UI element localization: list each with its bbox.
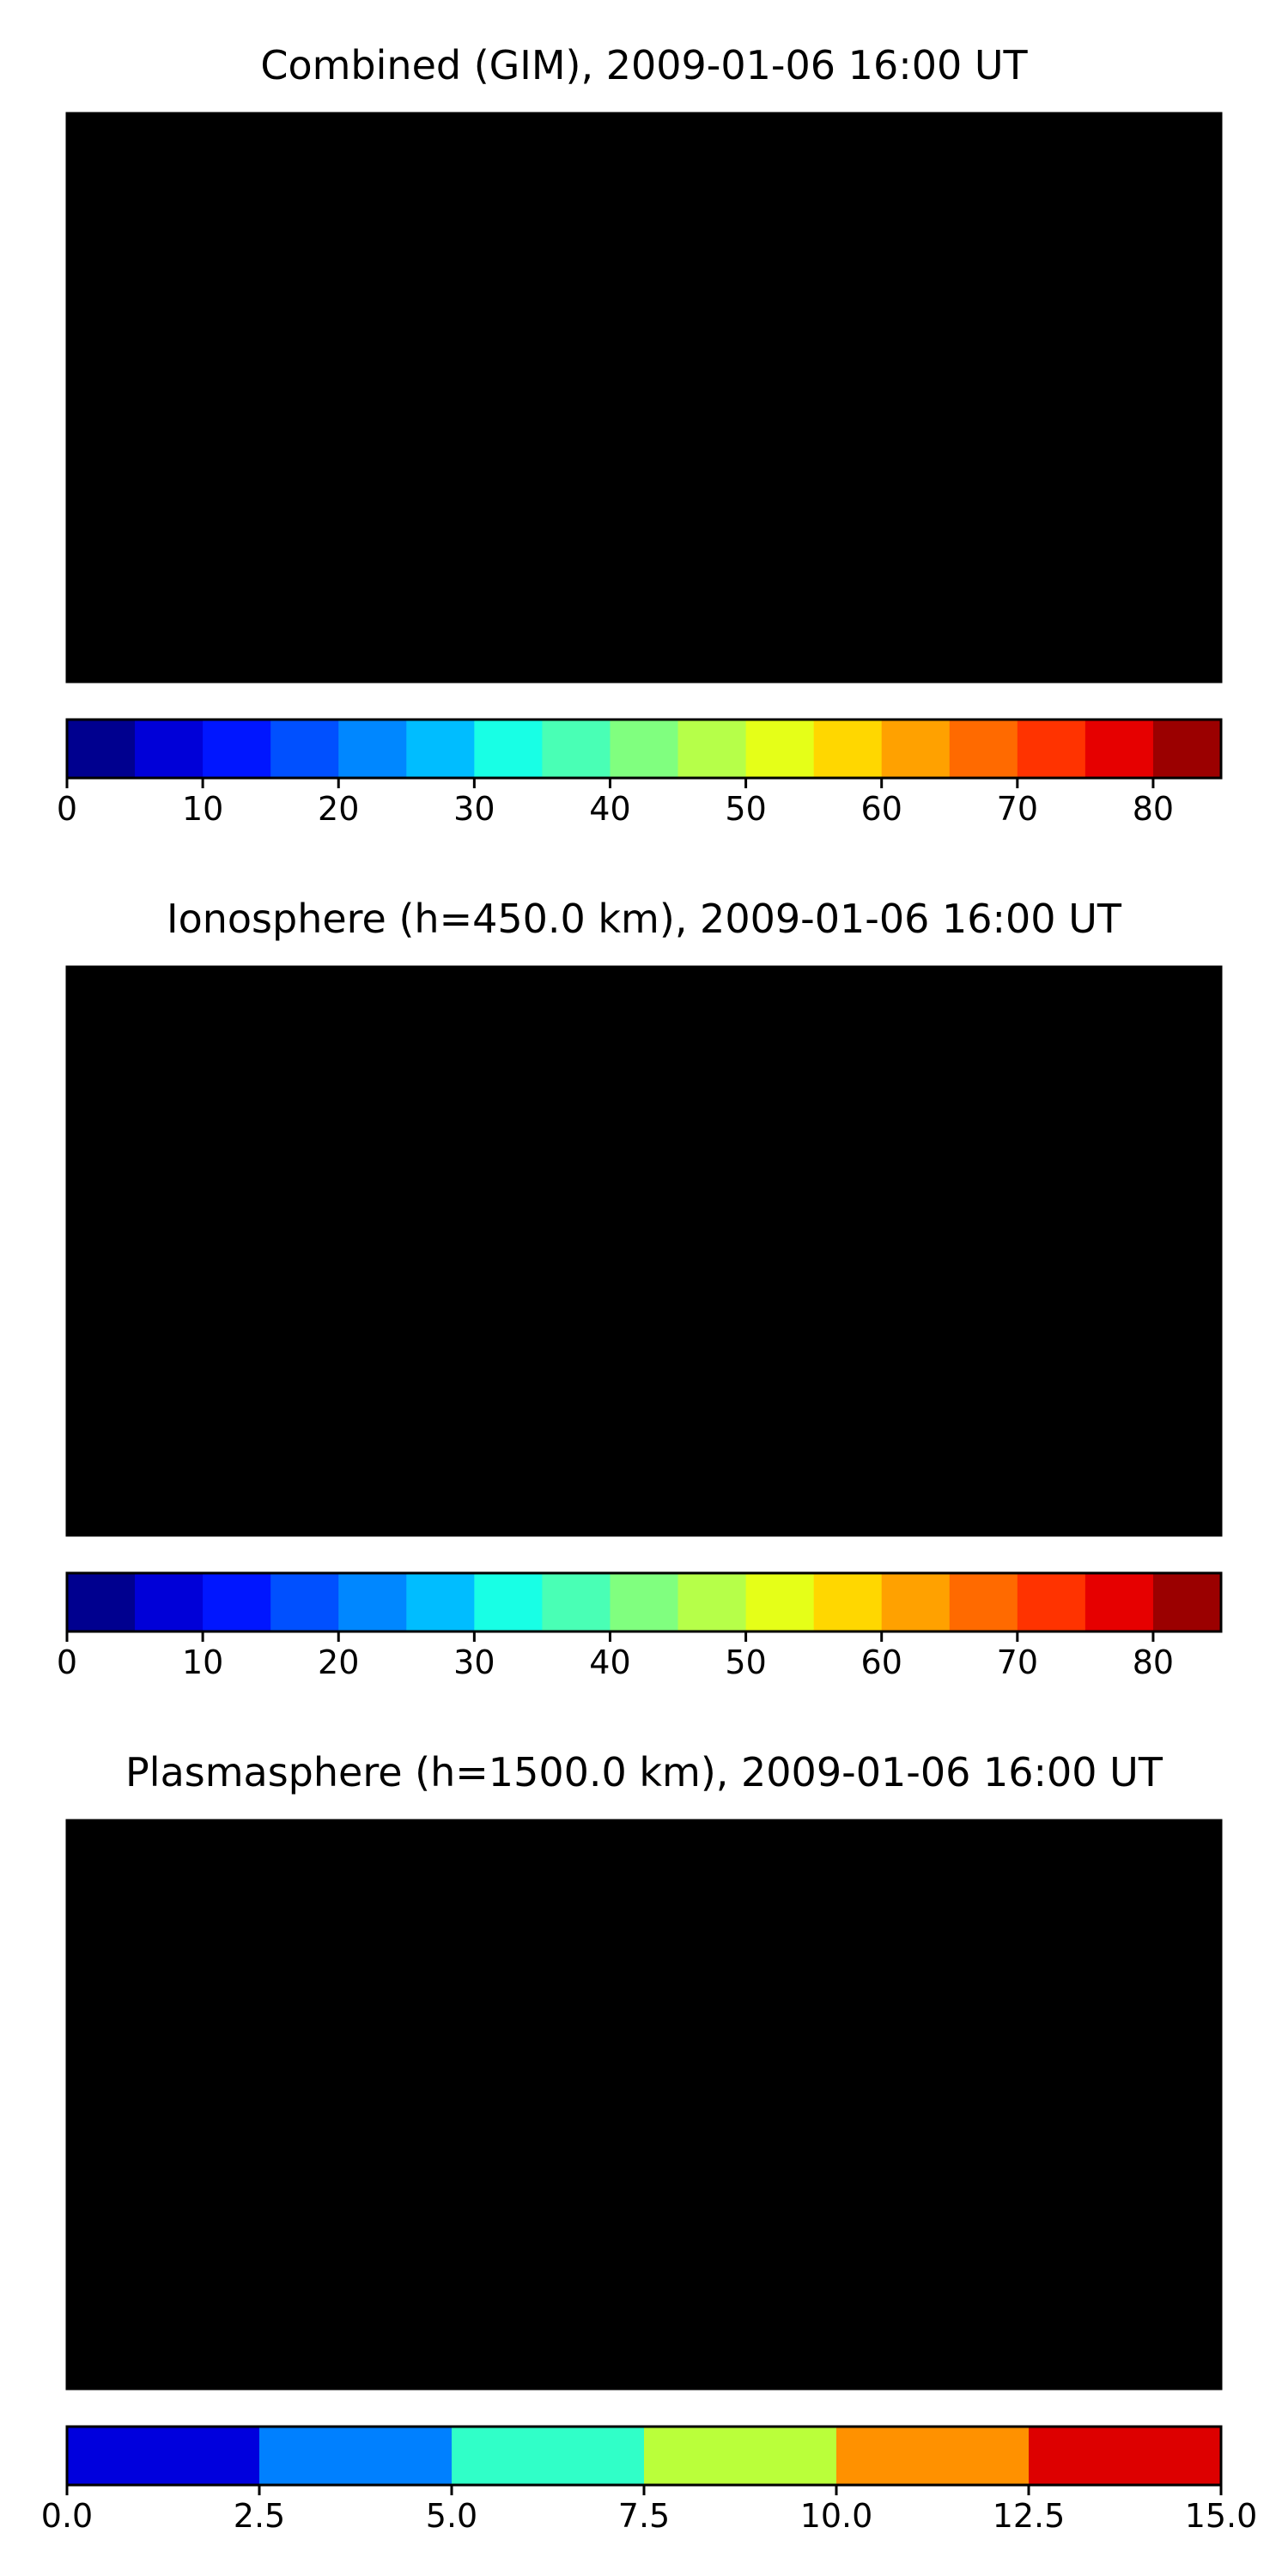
colorbar-swatch: [67, 720, 136, 778]
colorbar-tick-label: 12.5: [993, 2497, 1066, 2535]
colorbar-tick-label: 70: [997, 1643, 1038, 1681]
coastlines-1: [67, 142, 1221, 665]
colorbar-frame: [65, 718, 1223, 780]
colorbar-swatch: [949, 720, 1018, 778]
colorbar-tick-label: 10: [182, 1643, 223, 1681]
colorbar-swatch: [610, 1573, 679, 1631]
colorbar-1: 0 10 20 30 40 50 60 70 80: [57, 718, 1223, 828]
map-frame-1: [65, 112, 1223, 683]
colorbar-swatch: [270, 720, 339, 778]
colorbar-swatch: [677, 1573, 747, 1631]
colorbar-swatch: [542, 1573, 611, 1631]
colorbar-swatch: [1084, 1573, 1154, 1631]
colorbar-swatch: [203, 1573, 271, 1631]
colorbar-tick-label: 60: [861, 1643, 902, 1681]
colorbar-swatch: [813, 1573, 883, 1631]
colorbar-swatch: [270, 1573, 339, 1631]
colorbar-swatch: [1029, 2427, 1222, 2485]
colorbar-swatch: [452, 2427, 645, 2485]
colorbar-frame: [65, 1571, 1223, 1633]
colorbar-swatch: [813, 720, 883, 778]
colorbar-swatch: [474, 1573, 543, 1631]
colorbar-swatch: [881, 1573, 951, 1631]
colorbar-swatch: [610, 720, 679, 778]
coastlines-2: [67, 995, 1221, 1518]
colorbar-swatch: [135, 1573, 204, 1631]
colorbar-swatch: [745, 720, 815, 778]
colorbar-tick-label: 0: [57, 790, 77, 828]
colorbar-swatch: [406, 720, 475, 778]
colorbar-tick-label: 0.0: [41, 2497, 93, 2535]
colorbar-swatch: [67, 2427, 260, 2485]
colorbar-tick-label: 30: [453, 790, 495, 828]
chart-title-2: Ionosphere (h=450.0 km), 2009-01-06 16:0…: [167, 896, 1122, 942]
colorbar-swatch: [338, 1573, 407, 1631]
colorbar-swatch: [1152, 1573, 1222, 1631]
colorbar-swatch: [203, 720, 271, 778]
colorbar-swatch: [644, 2427, 837, 2485]
colorbar-swatch: [949, 1573, 1018, 1631]
colorbar-tick-label: 50: [725, 1643, 766, 1681]
colorbar-tick-label: 20: [318, 1643, 359, 1681]
colorbar-swatch: [542, 720, 611, 778]
colorbar-swatch: [67, 1573, 136, 1631]
colorbar-tick-label: 10: [182, 790, 223, 828]
colorbar-tick-label: 0: [57, 1643, 77, 1681]
colorbar-tick-label: 70: [997, 790, 1038, 828]
colorbar-swatch: [836, 2427, 1030, 2485]
colorbar-swatch: [1152, 720, 1222, 778]
colorbar-swatch: [881, 720, 951, 778]
colorbar-tick-label: 5.0: [426, 2497, 477, 2535]
colorbar-swatch: [1084, 720, 1154, 778]
colorbar-swatch: [474, 720, 543, 778]
colorbar-tick-label: 20: [318, 790, 359, 828]
colorbar-3: 0.0 2.5 5.0 7.5 10.0 12.5 15.0: [41, 2425, 1258, 2535]
colorbar-swatch: [259, 2427, 453, 2485]
colorbar-tick-label: 60: [861, 790, 902, 828]
colorbar-tick-label: 80: [1133, 790, 1174, 828]
colorbar-swatch: [338, 720, 407, 778]
colorbar-swatch: [1017, 1573, 1086, 1631]
colorbar-swatch: [677, 720, 747, 778]
colorbar-2: 0 10 20 30 40 50 60 70 80: [57, 1571, 1223, 1681]
coastlines-3: [67, 1849, 1221, 2372]
colorbar-swatch: [406, 1573, 475, 1631]
colorbar-tick-label: 40: [589, 1643, 630, 1681]
map-frame-3: [65, 1819, 1223, 2391]
colorbar-tick-label: 7.5: [618, 2497, 670, 2535]
colorbar-swatch: [135, 720, 204, 778]
chart-title-3: Plasmasphere (h=1500.0 km), 2009-01-06 1…: [125, 1749, 1163, 1795]
colorbar-swatch: [745, 1573, 815, 1631]
colorbar-tick-label: 10.0: [800, 2497, 873, 2535]
map-frame-2: [65, 965, 1223, 1537]
colorbar-tick-label: 40: [589, 790, 630, 828]
colorbar-swatch: [1017, 720, 1086, 778]
colorbar-tick-label: 80: [1133, 1643, 1174, 1681]
colorbar-tick-label: 15.0: [1185, 2497, 1258, 2535]
chart-title-1: Combined (GIM), 2009-01-06 16:00 UT: [260, 42, 1028, 88]
colorbar-tick-label: 2.5: [234, 2497, 285, 2535]
colorbar-tick-label: 50: [725, 790, 766, 828]
colorbar-tick-label: 30: [453, 1643, 495, 1681]
